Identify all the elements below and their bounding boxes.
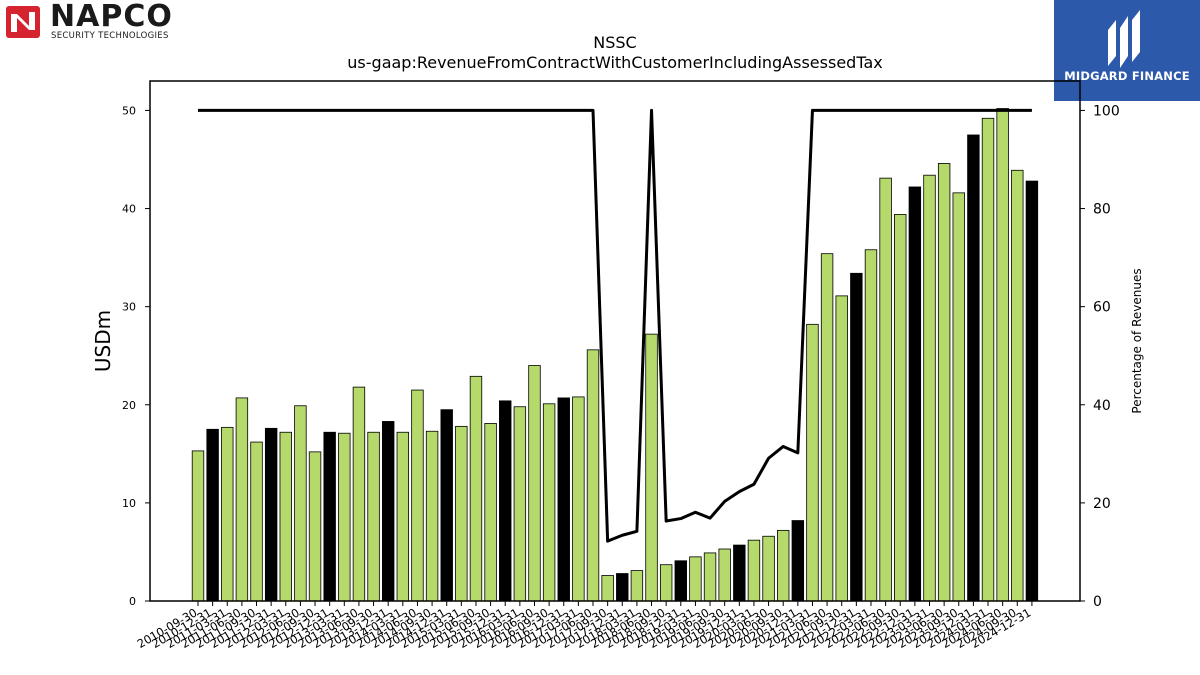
bar xyxy=(952,192,965,602)
bar xyxy=(879,177,892,602)
y-tick-label: 40 xyxy=(122,203,136,216)
bar xyxy=(937,163,951,602)
bar xyxy=(191,450,205,602)
bar xyxy=(440,409,453,602)
bar xyxy=(616,573,629,602)
bar xyxy=(381,421,395,602)
chart-title: NSSC xyxy=(593,33,637,52)
plot-frame xyxy=(149,80,1081,602)
bar xyxy=(981,117,995,602)
percentage-line xyxy=(198,108,1032,543)
bar xyxy=(601,575,614,602)
bar xyxy=(791,520,805,602)
bar xyxy=(703,552,717,602)
chart-subtitle: us-gaap:RevenueFromContractWithCustomerI… xyxy=(347,53,883,72)
midgard-logo-mark xyxy=(1108,10,1140,68)
napco-logo-mark xyxy=(6,6,40,38)
midgard-logo-name: MIDGARD FINANCE xyxy=(1064,69,1190,83)
bar xyxy=(367,431,380,602)
bar xyxy=(820,253,834,602)
bar xyxy=(294,405,307,602)
y2-axis-label: Percentage of Revenues xyxy=(1130,268,1144,413)
bar xyxy=(425,430,439,602)
bar xyxy=(923,174,936,602)
bar xyxy=(894,214,907,602)
y2-tick-label: 60 xyxy=(1093,300,1111,316)
bar xyxy=(484,423,497,602)
bar xyxy=(630,570,644,602)
y-tick-label: 50 xyxy=(122,104,136,117)
bar xyxy=(967,134,980,602)
bar xyxy=(221,426,234,602)
bar xyxy=(542,403,556,602)
y2-tick-label: 20 xyxy=(1093,496,1111,512)
bar xyxy=(499,400,512,602)
bar xyxy=(206,428,219,602)
y-tick-label: 20 xyxy=(122,399,136,412)
y-tick-label: 30 xyxy=(122,301,136,314)
bar xyxy=(323,431,336,602)
bar xyxy=(645,333,658,602)
bar xyxy=(352,386,366,602)
bar xyxy=(279,431,292,602)
bar xyxy=(1011,169,1024,602)
bar xyxy=(850,272,863,602)
bar xyxy=(586,349,600,602)
napco-logo: NAPCO SECURITY TECHNOLOGIES xyxy=(4,0,214,41)
midgard-finance-logo: MIDGARD FINANCE xyxy=(1054,0,1200,101)
bar xyxy=(996,108,1009,602)
y2-tick-label: 80 xyxy=(1093,202,1111,218)
bar xyxy=(689,556,702,602)
y-tick-label: 10 xyxy=(122,497,136,510)
bar xyxy=(264,427,278,602)
bar xyxy=(572,396,585,602)
bar xyxy=(250,441,263,602)
bar xyxy=(513,406,527,602)
bar xyxy=(806,323,819,602)
napco-logo-name: NAPCO xyxy=(50,0,173,34)
bar xyxy=(762,535,775,602)
y2-tick-label: 40 xyxy=(1093,398,1111,414)
y-axis-label: USDm xyxy=(91,310,115,372)
bar xyxy=(469,375,483,602)
bar xyxy=(659,564,673,602)
bar xyxy=(747,539,761,602)
y2-tick-label: 100 xyxy=(1093,103,1120,119)
bar xyxy=(1025,180,1039,602)
bar xyxy=(718,548,731,602)
bar xyxy=(396,431,410,602)
bar xyxy=(733,544,746,602)
y-tick-label: 0 xyxy=(129,595,136,608)
bar xyxy=(908,186,922,602)
bar xyxy=(864,249,878,602)
bar xyxy=(528,365,541,602)
bar xyxy=(455,425,468,602)
bar xyxy=(338,432,351,602)
bar xyxy=(235,397,249,602)
bar xyxy=(777,529,790,602)
bar xyxy=(308,451,322,602)
bar xyxy=(557,397,570,602)
y2-tick-label: 0 xyxy=(1093,594,1102,610)
napco-logo-tagline: SECURITY TECHNOLOGIES xyxy=(51,31,169,41)
bar xyxy=(411,389,424,602)
bar xyxy=(835,295,848,602)
bar xyxy=(674,560,687,602)
